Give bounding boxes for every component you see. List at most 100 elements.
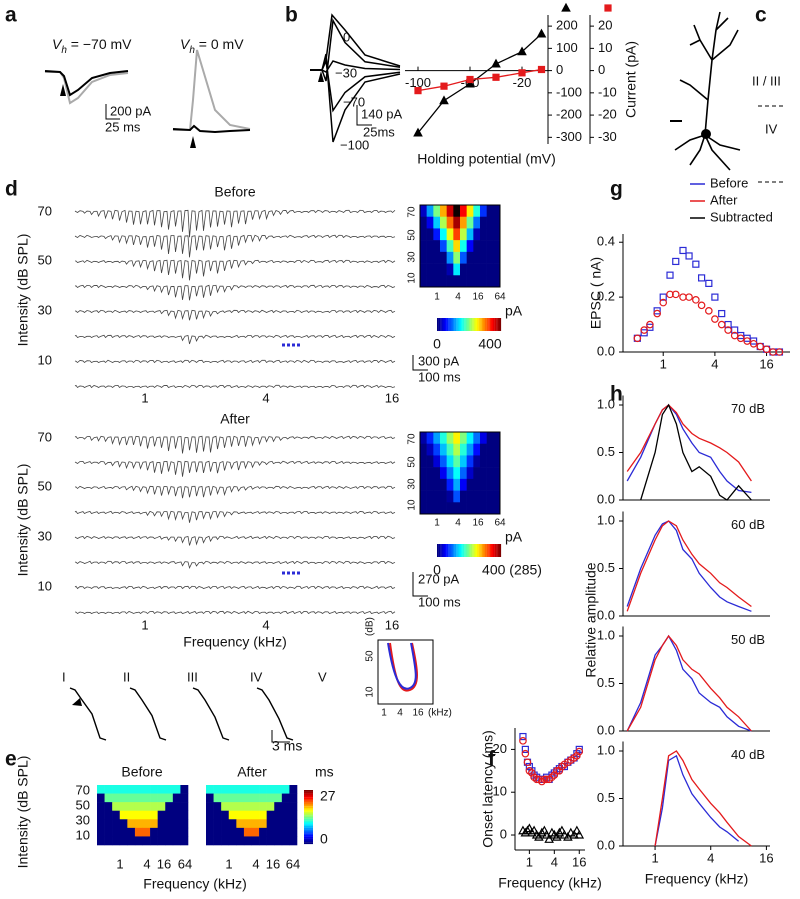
point	[492, 73, 500, 81]
heatmap-cell	[460, 502, 467, 515]
y-tick-label: -10	[598, 84, 617, 99]
heatmap-frame	[419, 204, 501, 288]
colorbar-cell	[488, 318, 490, 331]
colorbar-cell	[489, 318, 492, 331]
heatmap-cell	[172, 827, 181, 837]
trace-label: −30	[335, 65, 357, 80]
colorbar-cell	[304, 838, 313, 841]
heatmap-cell	[213, 793, 222, 803]
colorbar-cell	[304, 822, 313, 825]
heatmap-cell	[480, 205, 487, 218]
trace	[74, 485, 396, 499]
trace	[74, 610, 396, 615]
heatmap-cell	[251, 802, 260, 812]
heatmap-cell	[206, 810, 214, 820]
x-tick-label: 4	[707, 850, 714, 865]
heatmap-tick: 30	[407, 251, 418, 263]
colorbar-cell	[477, 544, 479, 557]
heatmap-cell	[486, 467, 494, 480]
symbol: V	[180, 36, 191, 52]
heatmap-cell	[266, 810, 275, 820]
series-line	[654, 750, 752, 847]
x-tick-label: 16	[385, 390, 399, 405]
heatmap-cell	[172, 793, 181, 803]
panel-label: d	[5, 178, 18, 201]
colorbar-cell	[454, 318, 457, 331]
heatmap-cell	[112, 836, 121, 846]
y-tick-label: 20	[598, 18, 612, 33]
x-tick-label: 4	[551, 854, 558, 869]
heatmap-cell	[493, 478, 501, 491]
inset-label: V	[318, 669, 327, 684]
y-tick-label: 1.0	[597, 742, 615, 757]
inset-unit: (kHz)	[428, 708, 452, 719]
heatmap-cell	[266, 785, 275, 794]
colorbar-cell	[304, 826, 313, 828]
heatmap-cell	[243, 785, 252, 794]
colorbar-label: 400 (285)	[482, 562, 542, 578]
heatmap-cell	[453, 478, 461, 491]
heatmap-cell	[480, 216, 487, 229]
heatmap-cell	[440, 502, 447, 515]
colorbar-cell	[448, 318, 450, 331]
trace	[74, 535, 396, 546]
x-axis-label: Holding potential (mV)	[417, 151, 556, 167]
scale-label: 25ms	[363, 124, 395, 139]
heatmap-cell	[180, 802, 189, 812]
heatmap-cell	[433, 502, 441, 515]
point	[524, 823, 535, 833]
heatmap-cell	[97, 827, 105, 837]
point	[521, 749, 530, 758]
colorbar-cell	[304, 791, 313, 794]
colorbar-cell	[304, 829, 313, 832]
point	[517, 46, 527, 56]
point	[575, 747, 584, 756]
point	[724, 326, 732, 334]
inset-tick: 50	[365, 650, 376, 662]
colorbar-cell	[304, 840, 313, 843]
heatmap-cell	[460, 275, 467, 288]
heatmap-tick: 70	[407, 433, 418, 445]
heatmap-cell	[150, 819, 158, 829]
heatmap-cell	[172, 810, 181, 820]
colorbar-cell	[493, 318, 495, 331]
heatmap-cell	[274, 785, 283, 794]
y-tick-label: -200	[556, 107, 582, 122]
heatmap-cell	[493, 275, 501, 288]
colorbar-cell	[437, 544, 439, 557]
subscript: h	[61, 45, 67, 56]
heatmap-cell	[259, 802, 267, 812]
heatmap-cell	[480, 490, 487, 503]
heatmap-tick: 4	[455, 292, 461, 303]
heatmap-cell	[446, 216, 454, 229]
panel-title: 60 dB	[731, 517, 765, 532]
colorbar-cell	[440, 318, 442, 331]
row-label: 50	[38, 478, 52, 493]
scale-bar	[356, 105, 372, 126]
heatmap-cell	[473, 432, 481, 445]
panel-title: 50 dB	[731, 632, 765, 647]
scale-bar	[271, 730, 290, 743]
heatmap-cell	[440, 263, 447, 276]
heatmap-cell	[274, 836, 283, 846]
heatmap-cell	[221, 793, 230, 803]
colorbar-cell	[478, 318, 481, 331]
scale-label: 140 pA	[361, 106, 403, 121]
colorbar-cell	[461, 544, 463, 557]
y-axis-label: Onset latency (ms)	[480, 730, 496, 847]
heatmap-cell	[289, 827, 298, 837]
heatmap-cell	[104, 836, 113, 846]
heatmap-cell	[480, 228, 487, 241]
point	[646, 323, 654, 331]
heatmap-cell	[440, 228, 447, 241]
section-title: Before	[121, 764, 162, 780]
colorbar-cell	[304, 797, 313, 800]
heatmap-cell	[433, 228, 441, 241]
heatmap-cell	[228, 819, 237, 829]
x-tick-label: 16	[572, 854, 586, 869]
point	[521, 745, 529, 754]
x-tick-label: 64	[286, 856, 300, 871]
heatmap-cell	[426, 502, 434, 515]
x-tick-label: 1	[116, 856, 123, 871]
heatmap-cell	[228, 810, 237, 820]
